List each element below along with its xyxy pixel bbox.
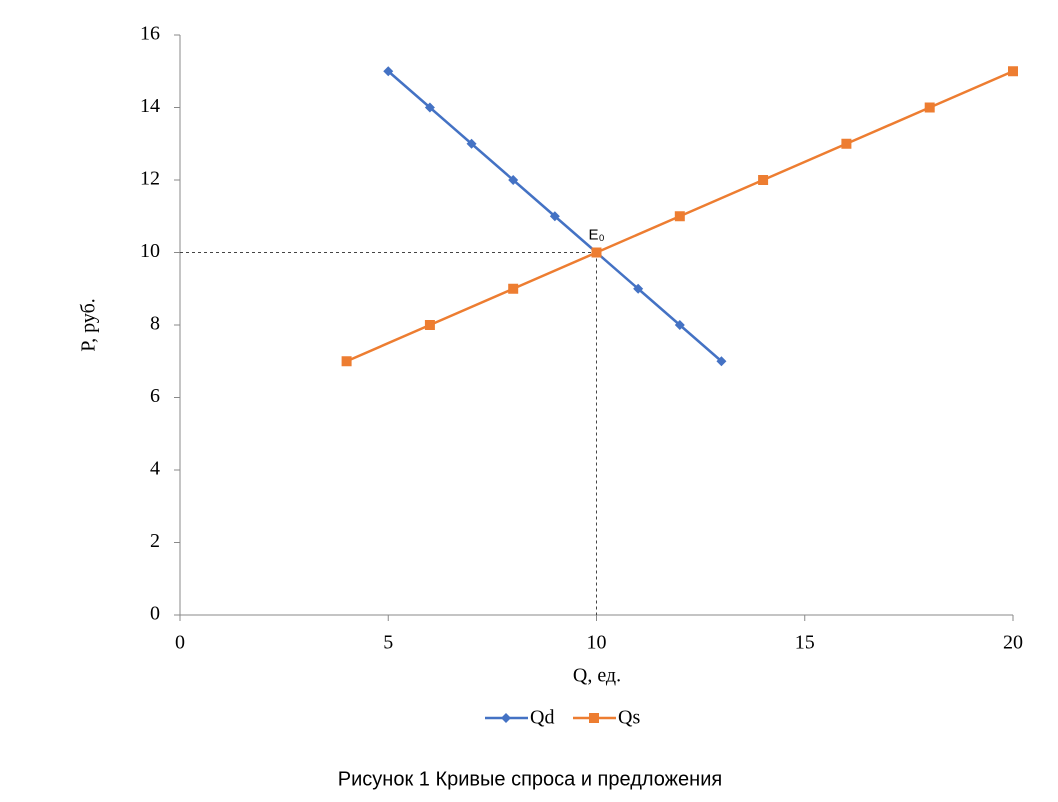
x-tick-label: 10 — [587, 632, 607, 654]
data-point — [674, 320, 685, 330]
legend-marker — [501, 713, 511, 723]
y-axis-label: P, руб. — [78, 298, 100, 352]
data-point — [841, 138, 852, 149]
x-tick-label: 15 — [795, 632, 815, 654]
annotation: E₀ — [589, 226, 605, 243]
y-tick-label: 12 — [140, 168, 160, 190]
y-tick-label: 10 — [140, 240, 160, 262]
legend-label: Qs — [618, 707, 640, 729]
caption: Рисунок 1 Кривые спроса и предложения — [338, 768, 722, 790]
data-point — [466, 138, 477, 149]
data-point — [341, 356, 352, 367]
y-tick-label: 16 — [140, 23, 160, 45]
data-point — [591, 247, 602, 258]
x-tick-label: 20 — [1003, 632, 1023, 654]
data-point — [508, 283, 519, 294]
y-tick-label: 8 — [150, 313, 160, 335]
y-tick-label: 14 — [140, 95, 160, 117]
data-point — [633, 283, 644, 294]
legend-marker — [589, 713, 599, 723]
data-point — [674, 211, 685, 222]
y-tick-label: 4 — [150, 458, 160, 480]
y-tick-label: 0 — [150, 603, 160, 625]
x-tick-label: 5 — [383, 632, 393, 654]
x-tick-label: 0 — [175, 632, 185, 654]
y-tick-label: 6 — [150, 385, 160, 407]
data-point — [383, 66, 394, 77]
x-axis-label: Q, ед. — [573, 665, 621, 687]
data-point — [424, 102, 435, 113]
data-point — [924, 102, 935, 113]
legend-label: Qd — [530, 707, 554, 729]
data-point — [508, 175, 519, 185]
data-point — [424, 320, 435, 330]
data-point — [716, 356, 727, 367]
data-point — [1008, 66, 1018, 77]
y-tick-label: 2 — [150, 530, 160, 552]
data-point — [758, 175, 769, 185]
data-point — [549, 211, 560, 222]
